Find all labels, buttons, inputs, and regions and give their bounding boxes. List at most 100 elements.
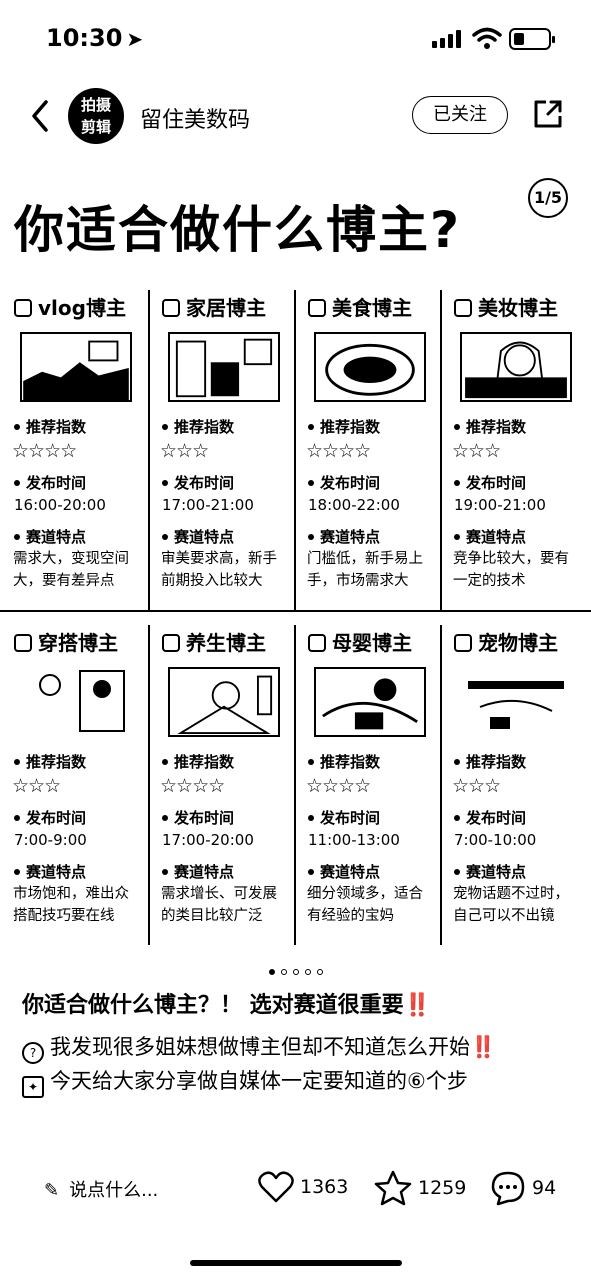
food-icon bbox=[308, 299, 326, 317]
publish-time: 11:00-13:00 bbox=[308, 831, 400, 849]
clothes-icon bbox=[14, 634, 32, 652]
feature-text: 门槛低，新手易上手，市场需求大 bbox=[307, 551, 423, 589]
recommend-stars: ☆☆☆☆ bbox=[306, 775, 371, 797]
comment-input[interactable]: ✎ 说点什么... bbox=[44, 1180, 159, 1201]
time-label: 发布时间 bbox=[308, 807, 380, 828]
time-label: 发布时间 bbox=[308, 472, 380, 493]
feature-label: 赛道特点 bbox=[308, 526, 380, 547]
carousel-dot[interactable] bbox=[268, 969, 275, 975]
publish-time: 16:00-20:00 bbox=[14, 496, 106, 514]
category-title: 母婴博主 bbox=[308, 627, 412, 656]
cat-icon bbox=[454, 634, 472, 652]
collect-button[interactable]: 1259 bbox=[374, 1170, 466, 1206]
recommend-label: 推荐指数 bbox=[454, 416, 526, 437]
category-cell: 母婴博主 推荐指数 ☆☆☆☆ 发布时间 11:00-13:00 赛道特点 细分领… bbox=[294, 625, 439, 945]
recommend-label: 推荐指数 bbox=[162, 416, 234, 437]
feature-text: 需求大，变现空间大，要有差异点 bbox=[13, 551, 129, 589]
vlog-icon bbox=[14, 299, 32, 317]
recommend-label: 推荐指数 bbox=[14, 416, 86, 437]
feature-text: 需求增长、可发展的类目比较广泛 bbox=[161, 886, 277, 924]
makeup-icon bbox=[454, 299, 472, 317]
like-count: 1363 bbox=[300, 1176, 349, 1198]
time-label: 发布时间 bbox=[14, 472, 86, 493]
category-title: 养生博主 bbox=[162, 627, 266, 656]
category-title: 美食博主 bbox=[308, 292, 412, 321]
feature-label: 赛道特点 bbox=[454, 861, 526, 882]
category-photo bbox=[460, 332, 572, 402]
feature-label: 赛道特点 bbox=[14, 526, 86, 547]
carousel-dot[interactable] bbox=[316, 969, 323, 975]
baby-icon bbox=[308, 634, 326, 652]
category-cell: 家居博主 推荐指数 ☆☆☆ 发布时间 17:00-21:00 赛道特点 审美要求… bbox=[148, 290, 293, 610]
home-indicator[interactable] bbox=[190, 1260, 402, 1266]
wifi-icon bbox=[472, 27, 502, 49]
follow-button[interactable]: 已关注 bbox=[412, 96, 508, 134]
recommend-stars: ☆☆☆ bbox=[452, 775, 501, 797]
recommend-label: 推荐指数 bbox=[14, 751, 86, 772]
post-title: 你适合做什么博主？！ 选对赛道很重要‼️ bbox=[22, 993, 432, 1018]
bottom-action-bar: ✎ 说点什么... 1363 1259 94 bbox=[0, 1164, 591, 1214]
post-line: 今天给大家分享做自媒体一定要知道的⑥个步 bbox=[50, 1069, 468, 1093]
back-arrow-icon[interactable] bbox=[26, 96, 56, 136]
time-label: 发布时间 bbox=[162, 472, 234, 493]
feature-text: 竞争比较大，要有一定的技术 bbox=[453, 551, 569, 589]
category-cell: 穿搭博主 推荐指数 ☆☆☆ 发布时间 7:00-9:00 赛道特点 市场饱和，难… bbox=[0, 625, 145, 945]
pencil-icon: ✎ bbox=[44, 1180, 60, 1201]
share-icon[interactable] bbox=[532, 98, 564, 130]
category-photo bbox=[314, 667, 426, 737]
publish-time: 17:00-20:00 bbox=[162, 831, 254, 849]
feature-text: 宠物话题不过时，自己可以不出镜 bbox=[453, 886, 569, 924]
category-row-2: 穿搭博主 推荐指数 ☆☆☆ 发布时间 7:00-9:00 赛道特点 市场饱和，难… bbox=[0, 625, 591, 945]
grid-divider bbox=[0, 610, 591, 612]
post-body: ? 我发现很多姐妹想做博主但却不知道怎么开始‼️ ✦ 今天给大家分享做自媒体一定要知… bbox=[22, 1030, 572, 1098]
feature-label: 赛道特点 bbox=[14, 861, 86, 882]
recommend-stars: ☆☆☆ bbox=[160, 440, 209, 462]
comment-count: 94 bbox=[532, 1177, 557, 1199]
collect-count: 1259 bbox=[418, 1177, 467, 1199]
category-photo bbox=[20, 332, 132, 402]
category-title: 美妆博主 bbox=[454, 292, 558, 321]
recommend-label: 推荐指数 bbox=[308, 751, 380, 772]
author-avatar[interactable]: 拍摄剪辑 bbox=[68, 88, 124, 144]
author-name[interactable]: 留住美数码 bbox=[140, 108, 251, 133]
recommend-label: 推荐指数 bbox=[308, 416, 380, 437]
publish-time: 17:00-21:00 bbox=[162, 496, 254, 514]
category-photo bbox=[314, 332, 426, 402]
category-cell: vlog博主 推荐指数 ☆☆☆☆ 发布时间 16:00-20:00 赛道特点 需… bbox=[0, 290, 145, 610]
cellular-signal-icon bbox=[432, 30, 461, 48]
feature-label: 赛道特点 bbox=[454, 526, 526, 547]
feature-label: 赛道特点 bbox=[308, 861, 380, 882]
publish-time: 7:00-10:00 bbox=[454, 831, 537, 849]
category-title: 穿搭博主 bbox=[14, 627, 118, 656]
recommend-stars: ☆☆☆ bbox=[452, 440, 501, 462]
time-label: 发布时间 bbox=[454, 472, 526, 493]
category-title: vlog博主 bbox=[14, 292, 126, 321]
comment-bubble-icon bbox=[491, 1171, 525, 1206]
star-icon bbox=[374, 1170, 412, 1206]
like-button[interactable]: 1363 bbox=[258, 1170, 348, 1204]
publish-time: 7:00-9:00 bbox=[14, 831, 87, 849]
category-title: 家居博主 bbox=[162, 292, 266, 321]
carousel-dot[interactable] bbox=[280, 969, 287, 975]
carousel-dot[interactable] bbox=[292, 969, 299, 975]
recommend-label: 推荐指数 bbox=[162, 751, 234, 772]
recommend-stars: ☆☆☆☆ bbox=[160, 775, 225, 797]
publish-time: 18:00-22:00 bbox=[308, 496, 400, 514]
recommend-stars: ☆☆☆ bbox=[12, 775, 61, 797]
status-bar: 10:30 ➤ bbox=[0, 0, 591, 80]
carousel-dots[interactable] bbox=[0, 960, 591, 975]
time-label: 发布时间 bbox=[162, 807, 234, 828]
category-photo bbox=[168, 667, 280, 737]
category-cell: 养生博主 推荐指数 ☆☆☆☆ 发布时间 17:00-20:00 赛道特点 需求增… bbox=[148, 625, 293, 945]
category-cell: 美妆博主 推荐指数 ☆☆☆ 发布时间 19:00-21:00 赛道特点 竞争比较… bbox=[440, 290, 585, 610]
feature-label: 赛道特点 bbox=[162, 526, 234, 547]
banner-title: 你适合做什么博主? bbox=[14, 201, 462, 259]
carousel-image[interactable]: 你适合做什么博主? 1/5 vlog博主 推荐指数 ☆☆☆☆ 发布时间 16:0… bbox=[0, 160, 591, 960]
time-label: 发布时间 bbox=[454, 807, 526, 828]
sparkle-icon: ✦ bbox=[22, 1076, 44, 1098]
carousel-dot[interactable] bbox=[304, 969, 311, 975]
category-photo bbox=[168, 332, 280, 402]
comment-button[interactable]: 94 bbox=[490, 1170, 556, 1206]
post-line: 我发现很多姐妹想做博主但却不知道怎么开始‼️ bbox=[50, 1035, 497, 1059]
location-icon: ➤ bbox=[126, 27, 144, 51]
